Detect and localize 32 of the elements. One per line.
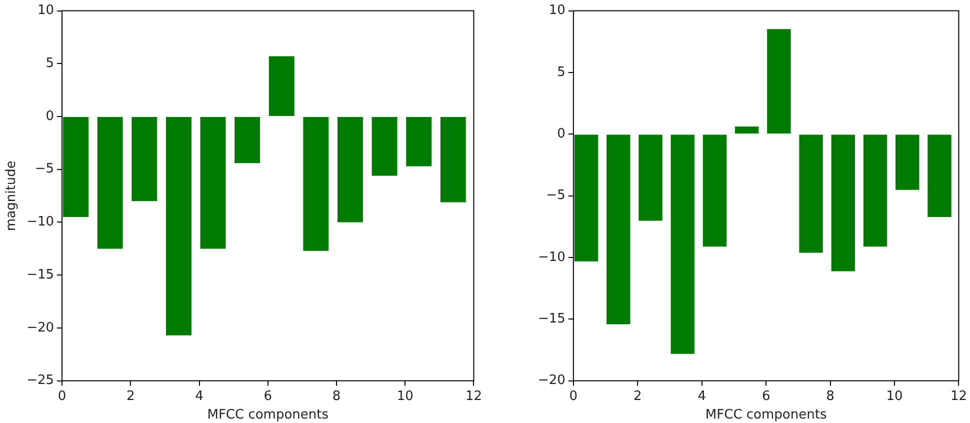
- x-tick-label: 6: [264, 388, 272, 404]
- y-tick-label: −25: [26, 373, 54, 388]
- x-tick-label: 6: [762, 388, 770, 404]
- x-tick-label: 2: [126, 388, 135, 404]
- x-tick-label: 8: [332, 388, 341, 404]
- x-tick-label: 10: [886, 388, 903, 404]
- x-tick-label: 0: [58, 388, 66, 404]
- y-tick-label: 10: [37, 3, 54, 18]
- y-tick-label: 10: [548, 3, 566, 18]
- x-tick-label: 0: [569, 388, 578, 404]
- x-tick-label: 10: [396, 388, 414, 404]
- y-tick-label: 0: [557, 126, 566, 142]
- y-tick-label: 5: [557, 64, 566, 80]
- y-tick-label: 5: [46, 56, 54, 72]
- y-tick-label: −20: [26, 320, 54, 336]
- x-tick-label: 2: [634, 388, 642, 404]
- y-tick-label: −5: [34, 162, 54, 177]
- x-axis-title: MFCC components: [207, 408, 329, 423]
- x-tick-label: 4: [698, 388, 706, 404]
- x-tick-label: 4: [195, 388, 204, 404]
- y-tick-label: −15: [26, 267, 54, 282]
- y-tick-label: −20: [538, 373, 566, 388]
- y-tick-label: −10: [538, 250, 566, 265]
- x-tick-label: 12: [465, 388, 482, 404]
- y-tick-label: −10: [26, 214, 54, 230]
- y-tick-label: −5: [546, 188, 566, 204]
- y-tick-label: 0: [46, 108, 54, 124]
- y-axis-title: magnitude: [4, 160, 20, 231]
- x-tick-label: 8: [826, 388, 834, 404]
- x-axis-title: MFCC components: [705, 408, 827, 423]
- y-tick-label: −15: [538, 312, 566, 327]
- x-tick-label: 12: [950, 388, 967, 404]
